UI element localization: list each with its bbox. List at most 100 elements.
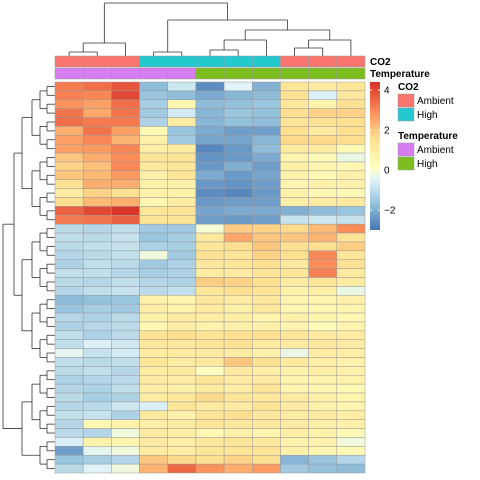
heatmap-cell: [195, 419, 225, 429]
heatmap-cell: [336, 99, 366, 109]
heatmap-cell: [111, 197, 140, 207]
heatmap-cell: [195, 410, 225, 420]
heatmap-cell: [167, 437, 197, 447]
heatmap-cell: [280, 463, 309, 474]
heatmap-cell: [308, 392, 338, 403]
heatmap-cell: [308, 348, 338, 358]
heatmap-cell: [336, 437, 366, 447]
heatmap-cell: [82, 463, 112, 474]
heatmap-cell: [139, 321, 168, 332]
heatmap-cells: [54, 81, 366, 474]
heatmap-cell: [167, 321, 197, 332]
heatmap-cell: [252, 366, 281, 376]
heatmap-cell: [82, 108, 112, 118]
heatmap-cell: [252, 179, 281, 189]
heatmap-cell: [54, 330, 84, 340]
heatmap-cell: [195, 286, 225, 296]
heatmap-cell: [336, 206, 366, 216]
heatmap-cell: [308, 161, 338, 172]
heatmap-cell: [54, 223, 84, 234]
heatmap-cell: [252, 428, 281, 438]
heatmap-cell: [308, 206, 338, 216]
heatmap-cell: [167, 126, 197, 136]
heatmap-cell: [111, 90, 140, 101]
heatmap-cell: [54, 428, 84, 438]
heatmap-cell: [308, 259, 338, 269]
heatmap-cell: [308, 312, 338, 323]
heatmap-cell: [195, 126, 225, 136]
heatmap-cell: [336, 339, 366, 349]
heatmap-cell: [280, 215, 309, 225]
heatmap-cell: [139, 277, 168, 287]
annotation-cell-co2: [252, 55, 281, 68]
annotation-row-label-temperature: Temperature: [370, 69, 430, 80]
heatmap-cell: [223, 295, 253, 305]
heatmap-cell: [336, 295, 366, 305]
heatmap-cell: [82, 401, 112, 412]
heatmap-cell: [195, 170, 225, 181]
color-scale-tick-label: 4: [384, 86, 390, 97]
heatmap-cell: [280, 454, 309, 465]
heatmap-cell: [54, 232, 84, 243]
heatmap-cell: [139, 259, 168, 269]
heatmap-cell: [308, 454, 338, 465]
heatmap-cell: [195, 428, 225, 438]
heatmap-cell: [308, 152, 338, 163]
heatmap-cell: [111, 126, 140, 136]
heatmap-cell: [167, 410, 197, 420]
heatmap-cell: [195, 90, 225, 101]
heatmap-cell: [82, 232, 112, 243]
heatmap-cell: [139, 437, 168, 447]
heatmap-cell: [223, 81, 253, 92]
heatmap-cell: [82, 250, 112, 260]
heatmap-cell: [139, 161, 168, 172]
heatmap-cell: [252, 143, 281, 154]
heatmap-cell: [54, 375, 84, 385]
heatmap-cell: [223, 241, 253, 252]
annotation-cell-co2: [82, 55, 112, 68]
heatmap-cell: [82, 295, 112, 305]
heatmap-cell: [280, 321, 309, 332]
heatmap-cell: [223, 437, 253, 447]
heatmap-cell: [82, 357, 112, 367]
heatmap-cell: [111, 357, 140, 367]
heatmap-cell: [54, 188, 84, 198]
heatmap-cell: [82, 339, 112, 349]
heatmap-cell: [280, 357, 309, 367]
heatmap-cell: [252, 108, 281, 118]
heatmap-cell: [336, 126, 366, 136]
heatmap-cell: [82, 383, 112, 394]
heatmap-cell: [252, 463, 281, 474]
heatmap-cell: [308, 303, 338, 314]
heatmap-cell: [252, 410, 281, 420]
heatmap-cell: [252, 375, 281, 385]
heatmap-cell: [252, 232, 281, 243]
heatmap-cell: [252, 161, 281, 172]
heatmap-cell: [111, 454, 140, 465]
heatmap-cell: [223, 375, 253, 385]
heatmap-cell: [195, 321, 225, 332]
heatmap-cell: [252, 446, 281, 456]
heatmap-cell: [223, 419, 253, 429]
heatmap-cell: [223, 170, 253, 181]
heatmap-cell: [111, 232, 140, 243]
heatmap-cell: [54, 366, 84, 376]
heatmap-cell: [111, 375, 140, 385]
heatmap-cell: [336, 250, 366, 260]
heatmap-cell: [167, 250, 197, 260]
heatmap-cell: [308, 401, 338, 412]
heatmap-cell: [167, 99, 197, 109]
heatmap-cell: [54, 268, 84, 278]
heatmap-cell: [82, 268, 112, 278]
heatmap-cell: [111, 463, 140, 474]
heatmap-cell: [252, 277, 281, 287]
heatmap-cell: [280, 179, 309, 189]
heatmap-cell: [336, 259, 366, 269]
heatmap-cell: [280, 99, 309, 109]
heatmap-cell: [54, 277, 84, 287]
heatmap-cell: [308, 135, 338, 145]
heatmap-cell: [252, 330, 281, 340]
heatmap-cell: [280, 152, 309, 163]
heatmap-cell: [280, 330, 309, 340]
heatmap-cell: [280, 446, 309, 456]
